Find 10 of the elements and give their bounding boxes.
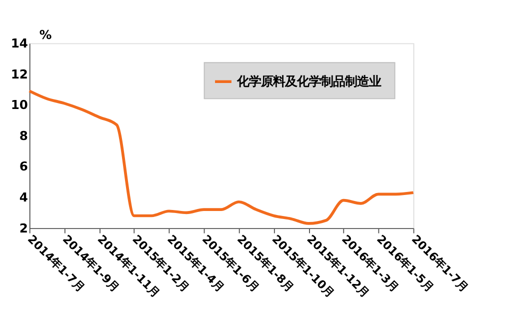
y-tick-label: 12 [10,67,28,82]
line-series [28,90,415,225]
y-tick-label: 14 [10,36,28,50]
y-tick-label: 4 [19,190,28,205]
y-tick-label: 8 [19,128,28,143]
legend-label: 化学原料及化学制品制造业 [236,74,381,88]
y-tick-label: 6 [19,160,28,174]
y-tick-label: 10 [10,98,28,112]
y-tick-label: 2 [19,221,28,236]
y-axis-title: % [39,28,52,42]
